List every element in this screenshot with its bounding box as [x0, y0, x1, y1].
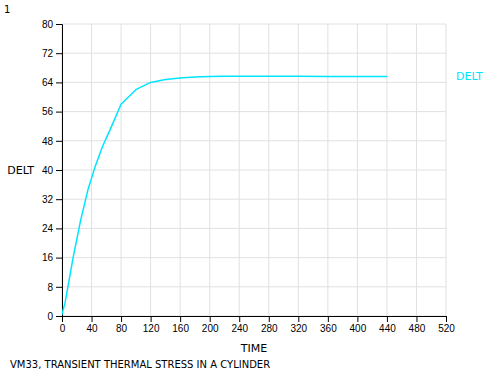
y-axis-tick-mark [56, 141, 62, 142]
x-axis-tick-label: 520 [438, 323, 455, 334]
x-axis-tick-label: 160 [172, 323, 189, 334]
y-axis-tick-mark [56, 112, 62, 113]
chart: 0 40 80 120 160 200 240 280 320 360 400 440 480 520 0 8… [0, 0, 501, 376]
x-axis-tick: 280 [261, 316, 278, 334]
x-axis: 0 40 80 120 160 200 240 280 320 360 400 440 480 520 [60, 316, 456, 334]
y-axis-tick: 56 [42, 106, 62, 117]
y-axis-tick-label: 40 [42, 165, 54, 176]
x-axis-tick-label: 200 [202, 323, 219, 334]
x-axis-tick-label: 440 [379, 323, 396, 334]
line [62, 76, 387, 314]
x-axis-tick-mark [92, 316, 93, 322]
y-axis-tick-mark [56, 287, 62, 288]
x-axis-tick: 40 [86, 316, 98, 334]
y-grid-line [62, 170, 446, 171]
y-grid-line [62, 111, 446, 112]
y-axis-tick: 8 [47, 282, 62, 293]
y-axis-tick-mark [56, 228, 62, 229]
x-axis-tick-label: 480 [409, 323, 426, 334]
x-axis-tick-label: 120 [143, 323, 160, 334]
x-axis-domain [63, 317, 447, 323]
x-axis-tick: 440 [379, 316, 396, 334]
y-axis-tick-mark [56, 258, 62, 259]
x-axis-tick-label: 320 [290, 323, 307, 334]
x-axis-title: TIME [240, 342, 267, 355]
bottom-note: VM33, TRANSIENT THERMAL STRESS IN A CYLI… [10, 359, 270, 370]
x-axis-tick-label: 280 [261, 323, 278, 334]
x-axis-tick-label: 0 [60, 323, 66, 334]
x-axis-tick-mark [121, 316, 122, 322]
y-axis-tick-label: 48 [42, 136, 54, 147]
x-axis-tick-mark [239, 316, 240, 322]
x-axis-tick-label: 240 [231, 323, 248, 334]
y-axis-tick-mark [56, 82, 62, 83]
y-axis-tick: 64 [42, 77, 62, 88]
x-axis-tick-label: 40 [86, 323, 98, 334]
y-grid-line [62, 53, 446, 54]
y-axis-tick-label: 80 [42, 19, 54, 30]
y-axis-tick-mark [56, 24, 62, 25]
x-axis-tick-mark [210, 316, 211, 322]
y-axis-tick: 40 [42, 165, 62, 176]
plot-area [62, 76, 387, 314]
x-axis-tick-mark [269, 316, 270, 322]
grid [62, 24, 446, 316]
y-axis-tick-mark [56, 316, 62, 317]
y-axis-tick-label: 16 [42, 252, 54, 263]
y-axis-domain [56, 25, 63, 317]
y-grid-line [62, 24, 446, 25]
y-grid-line [62, 82, 446, 83]
y-axis-tick: 80 [42, 19, 62, 30]
y-grid-line [62, 228, 446, 229]
x-axis-tick: 240 [231, 316, 248, 334]
x-axis-tick-mark [298, 316, 299, 322]
x-axis-tick-mark [357, 316, 358, 322]
y-axis-tick-label: 56 [42, 106, 54, 117]
x-axis-tick-mark [387, 316, 388, 322]
x-axis-tick: 400 [350, 316, 367, 334]
y-axis-tick: 72 [42, 48, 62, 59]
y-axis: 0 8 16 24 32 40 48 56 64 72 80 [42, 19, 63, 322]
y-axis-tick-label: 32 [42, 194, 54, 205]
x-axis-tick: 520 [438, 316, 455, 334]
y-grid-line [62, 257, 446, 258]
x-axis-tick: 120 [143, 316, 160, 334]
y-axis-tick-label: 0 [47, 311, 53, 322]
y-axis-title: DELT [7, 164, 34, 177]
x-axis-tick: 200 [202, 316, 219, 334]
x-axis-tick-mark [416, 316, 417, 322]
y-axis-tick: 16 [42, 252, 62, 263]
x-axis-tick-label: 80 [116, 323, 128, 334]
y-axis-tick: 0 [47, 311, 62, 322]
x-axis-tick: 0 [60, 316, 66, 334]
x-axis-tick-label: 360 [320, 323, 337, 334]
y-axis-tick-mark [56, 53, 62, 54]
x-axis-tick-mark [446, 316, 447, 322]
y-axis-tick-label: 64 [42, 77, 54, 88]
x-axis-tick-mark [151, 316, 152, 322]
y-grid-line [62, 199, 446, 200]
y-axis-tick-label: 72 [42, 48, 54, 59]
x-axis-tick-mark [180, 316, 181, 322]
y-axis-tick-mark [56, 199, 62, 200]
y-grid-line [62, 286, 446, 287]
y-axis-tick-label: 8 [47, 282, 53, 293]
y-axis-tick-mark [56, 170, 62, 171]
x-axis-tick: 80 [116, 316, 128, 334]
x-axis-tick: 480 [409, 316, 426, 334]
y-axis-tick: 32 [42, 194, 62, 205]
x-axis-tick: 320 [290, 316, 307, 334]
legend-entry: DELT [456, 70, 483, 83]
y-axis-tick: 24 [42, 223, 62, 234]
x-axis-tick-label: 400 [350, 323, 367, 334]
y-axis-tick-label: 24 [42, 223, 54, 234]
y-axis-tick: 48 [42, 136, 62, 147]
x-axis-tick: 160 [172, 316, 189, 334]
y-grid-line [62, 140, 446, 141]
x-axis-tick-mark [328, 316, 329, 322]
corner-note: 1 [4, 4, 10, 15]
x-axis-tick: 360 [320, 316, 337, 334]
